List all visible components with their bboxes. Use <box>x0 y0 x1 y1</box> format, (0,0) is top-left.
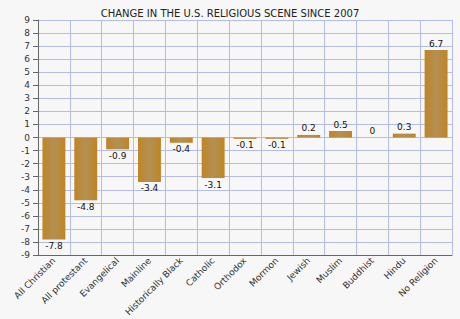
svg-text:Buddhist: Buddhist <box>341 255 376 290</box>
svg-text:1: 1 <box>24 119 30 129</box>
svg-text:-0.4: -0.4 <box>173 144 191 154</box>
svg-text:Jewish: Jewish <box>284 256 312 284</box>
svg-text:-8: -8 <box>21 237 30 247</box>
svg-text:Historically Black: Historically Black <box>123 255 185 317</box>
svg-text:2: 2 <box>24 106 30 116</box>
svg-text:9: 9 <box>24 15 30 25</box>
svg-text:0.2: 0.2 <box>302 123 316 133</box>
svg-text:Evangelical: Evangelical <box>78 256 121 299</box>
svg-text:3: 3 <box>24 93 30 103</box>
svg-text:Mormon: Mormon <box>247 256 280 289</box>
svg-text:-0.1: -0.1 <box>268 140 286 150</box>
svg-text:-5: -5 <box>21 198 30 208</box>
svg-text:6: 6 <box>24 54 30 64</box>
svg-text:Hindu: Hindu <box>382 256 408 282</box>
svg-text:6.7: 6.7 <box>429 39 443 49</box>
svg-text:0.5: 0.5 <box>333 120 347 130</box>
svg-text:-9: -9 <box>21 250 30 260</box>
svg-text:-3.4: -3.4 <box>141 183 159 193</box>
svg-text:Catholic: Catholic <box>184 256 217 289</box>
svg-text:5: 5 <box>24 67 30 77</box>
svg-text:0: 0 <box>370 126 376 136</box>
svg-text:-6: -6 <box>21 211 30 221</box>
svg-text:All Christian: All Christian <box>12 255 58 301</box>
svg-text:8: 8 <box>24 28 30 38</box>
svg-text:-0.1: -0.1 <box>236 140 254 150</box>
svg-text:-2: -2 <box>21 159 30 169</box>
svg-text:-7.8: -7.8 <box>45 241 63 251</box>
svg-text:Muslim: Muslim <box>314 256 344 286</box>
svg-text:7: 7 <box>24 41 30 51</box>
svg-text:-3: -3 <box>21 172 30 182</box>
svg-text:-0.9: -0.9 <box>109 151 127 161</box>
svg-text:0: 0 <box>24 133 30 143</box>
svg-text:-1: -1 <box>21 146 30 156</box>
svg-text:-4: -4 <box>21 185 30 195</box>
svg-text:Mainline: Mainline <box>119 255 153 290</box>
svg-text:-3.1: -3.1 <box>204 180 222 190</box>
svg-text:0.3: 0.3 <box>397 122 411 132</box>
svg-text:-4.8: -4.8 <box>77 202 95 212</box>
svg-text:All protestant: All protestant <box>39 255 89 305</box>
svg-text:-7: -7 <box>21 224 30 234</box>
svg-text:4: 4 <box>24 80 30 90</box>
svg-text:No Religion: No Religion <box>397 256 440 299</box>
svg-text:Orthodox: Orthodox <box>212 255 249 292</box>
svg-text:CHANGE IN THE U.S. RELIGIOUS S: CHANGE IN THE U.S. RELIGIOUS SCENE SINCE… <box>101 8 360 19</box>
